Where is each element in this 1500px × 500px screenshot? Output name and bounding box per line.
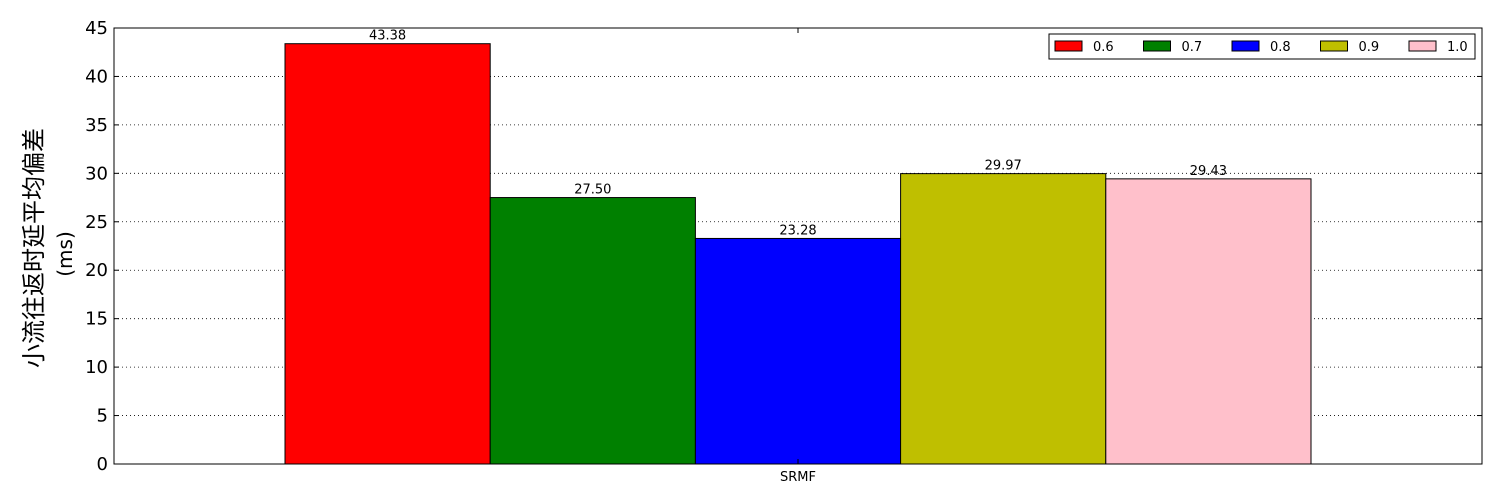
y-tick-label: 30 <box>85 163 108 184</box>
bar-0-6 <box>284 43 491 465</box>
y-tick-label: 20 <box>85 260 108 281</box>
bar-0-9 <box>900 173 1107 465</box>
y-axis-ticks: 0 5 10 15 20 25 30 35 40 45 <box>85 18 1482 475</box>
legend-swatch <box>1143 40 1171 52</box>
bar-value-label: 23.28 <box>779 223 816 238</box>
legend-label: 0.7 <box>1182 40 1203 55</box>
legend-swatch <box>1054 40 1083 52</box>
legend-label: 0.8 <box>1270 40 1291 55</box>
bar-value-label: 43.38 <box>369 29 406 44</box>
bar-1-0 <box>1105 178 1312 465</box>
x-axis-ticks: SRMF <box>780 28 816 485</box>
legend: 0.6 0.7 0.8 0.9 1.0 <box>1048 33 1476 60</box>
y-tick-label: 40 <box>85 66 108 87</box>
y-tick-label: 15 <box>85 309 108 330</box>
y-tick-label: 5 <box>97 406 108 427</box>
legend-label: 0.9 <box>1359 40 1380 55</box>
y-tick-label: 45 <box>85 18 108 39</box>
y-tick-label: 35 <box>85 115 108 136</box>
legend-label: 1.0 <box>1447 40 1468 55</box>
bar-0-8 <box>694 237 902 465</box>
x-tick-label: SRMF <box>780 470 816 485</box>
y-axis-label: 小流往返时延平均偏差 <box>20 128 48 368</box>
legend-box <box>1048 33 1476 60</box>
y-tick-label: 10 <box>85 357 108 378</box>
y-tick-label: 25 <box>85 212 108 233</box>
y-tick-label: 0 <box>97 454 108 475</box>
legend-swatch <box>1320 40 1348 52</box>
y-axis-unit-label: (ms) <box>53 231 77 277</box>
legend-label: 0.6 <box>1093 40 1114 55</box>
legend-swatch <box>1408 40 1437 52</box>
legend-swatch <box>1231 40 1260 52</box>
bar-value-label: 29.43 <box>1190 164 1227 179</box>
bar-value-labels: 43.38 27.50 23.28 29.97 29.43 <box>369 29 1227 239</box>
y-axis-title: 小流往返时延平均偏差 (ms) <box>20 128 77 368</box>
bar-0-7 <box>489 197 696 465</box>
bars <box>284 43 1312 465</box>
bar-value-label: 29.97 <box>985 159 1022 174</box>
bar-value-label: 27.50 <box>574 183 611 198</box>
